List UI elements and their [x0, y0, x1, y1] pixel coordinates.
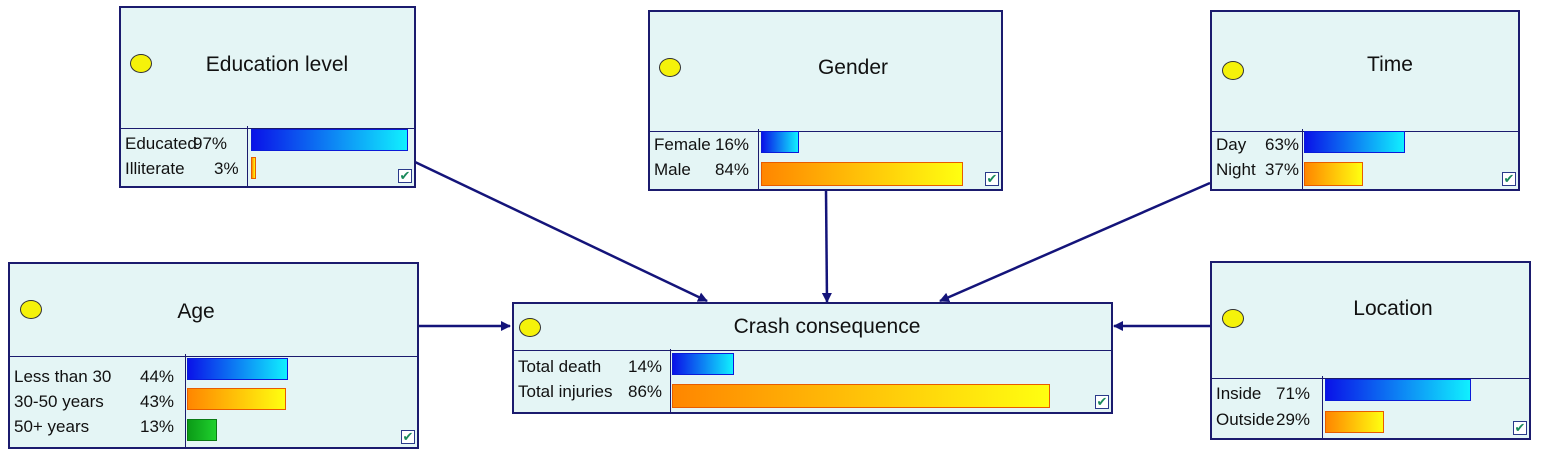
edge-time-to-crash — [939, 181, 1211, 303]
state-percent: 84% — [715, 160, 750, 179]
state-label: 30-50 years — [14, 392, 104, 411]
status-indicator-icon — [130, 54, 152, 73]
node-title: Age — [177, 300, 215, 323]
node-title: Location — [1353, 297, 1433, 320]
checkbox-icon[interactable]: ✔ — [1095, 394, 1109, 409]
state-label: Outside — [1216, 410, 1275, 429]
state-percent: 16% — [715, 135, 750, 154]
node-header: Gender — [650, 12, 1001, 132]
node-states: Less than 30 44% 30-50 years 43% 50+ yea… — [10, 354, 417, 447]
state-percent: 44% — [140, 367, 175, 386]
node-header: Education level — [121, 8, 414, 129]
state-row: Less than 30 44% — [14, 367, 174, 387]
probability-bar — [187, 419, 217, 441]
state-percent: 29% — [1276, 410, 1311, 429]
node-header: Crash consequence — [514, 304, 1111, 351]
state-row: Night 37% — [1216, 160, 1299, 180]
state-percent: 71% — [1276, 384, 1311, 403]
status-indicator-icon — [20, 300, 42, 319]
edge-gender-to-crash — [821, 189, 832, 303]
state-labels: Inside 71% Outside 29% — [1212, 376, 1323, 438]
edge-education-to-crash — [414, 160, 708, 303]
status-indicator-icon — [1222, 309, 1244, 328]
state-label: Day — [1216, 135, 1247, 154]
state-label: Inside — [1216, 384, 1262, 403]
probability-bar — [1304, 162, 1364, 186]
state-row: Outside 29% — [1216, 410, 1310, 430]
state-row: Total death 14% — [518, 357, 662, 377]
probability-bar — [672, 384, 1051, 408]
state-label: Female — [654, 135, 711, 154]
state-label: 50+ years — [14, 417, 90, 436]
node-states: Educated 97% Illiterate 3% ✔ — [121, 126, 414, 186]
state-labels: Female 16% Male 84% — [650, 129, 759, 189]
state-row: Female 16% — [654, 135, 749, 155]
state-label: Night — [1216, 160, 1256, 179]
probability-bar — [1325, 411, 1385, 433]
node-location[interactable]: Location Inside 71% Outside 29% ✔ — [1210, 261, 1531, 440]
state-percent: 97% — [193, 134, 228, 153]
checkbox-icon[interactable]: ✔ — [985, 171, 999, 186]
node-education-level[interactable]: Education level Educated 97% Illiterate … — [119, 6, 416, 188]
node-age[interactable]: Age Less than 30 44% 30-50 years 43% 50+… — [8, 262, 419, 449]
checkbox-icon[interactable]: ✔ — [1502, 171, 1516, 186]
state-label: Total death — [518, 357, 602, 376]
node-header: Age — [10, 264, 417, 357]
state-label: Educated — [125, 134, 197, 153]
state-label: Less than 30 — [14, 367, 112, 386]
checkbox-icon[interactable]: ✔ — [398, 168, 412, 183]
state-labels: Less than 30 44% 30-50 years 43% 50+ yea… — [10, 354, 186, 447]
state-row: Male 84% — [654, 160, 749, 180]
state-row: Inside 71% — [1216, 384, 1310, 404]
node-states: Female 16% Male 84% ✔ — [650, 129, 1001, 189]
state-percent: 14% — [628, 357, 663, 376]
node-time[interactable]: Time Day 63% Night 37% ✔ — [1210, 10, 1520, 191]
probability-bar — [251, 129, 409, 151]
state-percent: 13% — [140, 417, 175, 436]
checkbox-icon[interactable]: ✔ — [401, 429, 415, 444]
node-states: Inside 71% Outside 29% ✔ — [1212, 376, 1529, 438]
probability-bar — [1304, 131, 1405, 153]
node-title: Time — [1367, 53, 1413, 76]
probability-bar — [761, 162, 963, 186]
node-title: Gender — [817, 56, 889, 79]
status-indicator-icon — [659, 58, 681, 77]
state-percent: 43% — [140, 392, 175, 411]
state-labels: Day 63% Night 37% — [1212, 129, 1303, 189]
probability-bar — [672, 353, 734, 375]
node-states: Total death 14% Total injuries 86% ✔ — [514, 349, 1111, 412]
state-row: 30-50 years 43% — [14, 392, 174, 412]
state-percent: 37% — [1265, 160, 1300, 179]
state-percent: 63% — [1265, 135, 1300, 154]
probability-bar — [187, 358, 289, 380]
state-row: Illiterate 3% — [125, 159, 239, 179]
state-label: Illiterate — [125, 159, 185, 178]
state-labels: Educated 97% Illiterate 3% — [121, 126, 248, 186]
node-states: Day 63% Night 37% ✔ — [1212, 129, 1518, 189]
node-title: Crash consequence — [733, 315, 921, 338]
state-labels: Total death 14% Total injuries 86% — [514, 349, 671, 412]
probability-bar — [187, 388, 286, 410]
node-crash-consequence[interactable]: Crash consequence Total death 14% Total … — [512, 302, 1113, 414]
checkbox-icon[interactable]: ✔ — [1513, 420, 1527, 435]
node-title: Education level — [205, 53, 349, 76]
state-percent: 86% — [628, 382, 663, 401]
state-row: Day 63% — [1216, 135, 1299, 155]
state-label: Male — [654, 160, 691, 179]
state-percent: 3% — [214, 159, 239, 178]
state-label: Total injuries — [518, 382, 613, 401]
probability-bar — [1325, 379, 1471, 401]
state-row: Educated 97% — [125, 134, 227, 154]
probability-bar — [251, 157, 256, 179]
status-indicator-icon — [519, 318, 541, 337]
node-gender[interactable]: Gender Female 16% Male 84% ✔ — [648, 10, 1003, 191]
node-header: Location — [1212, 263, 1529, 379]
probability-bar — [761, 131, 800, 153]
node-header: Time — [1212, 12, 1518, 132]
state-row: 50+ years 13% — [14, 417, 174, 437]
status-indicator-icon — [1222, 61, 1244, 80]
state-row: Total injuries 86% — [518, 382, 662, 402]
